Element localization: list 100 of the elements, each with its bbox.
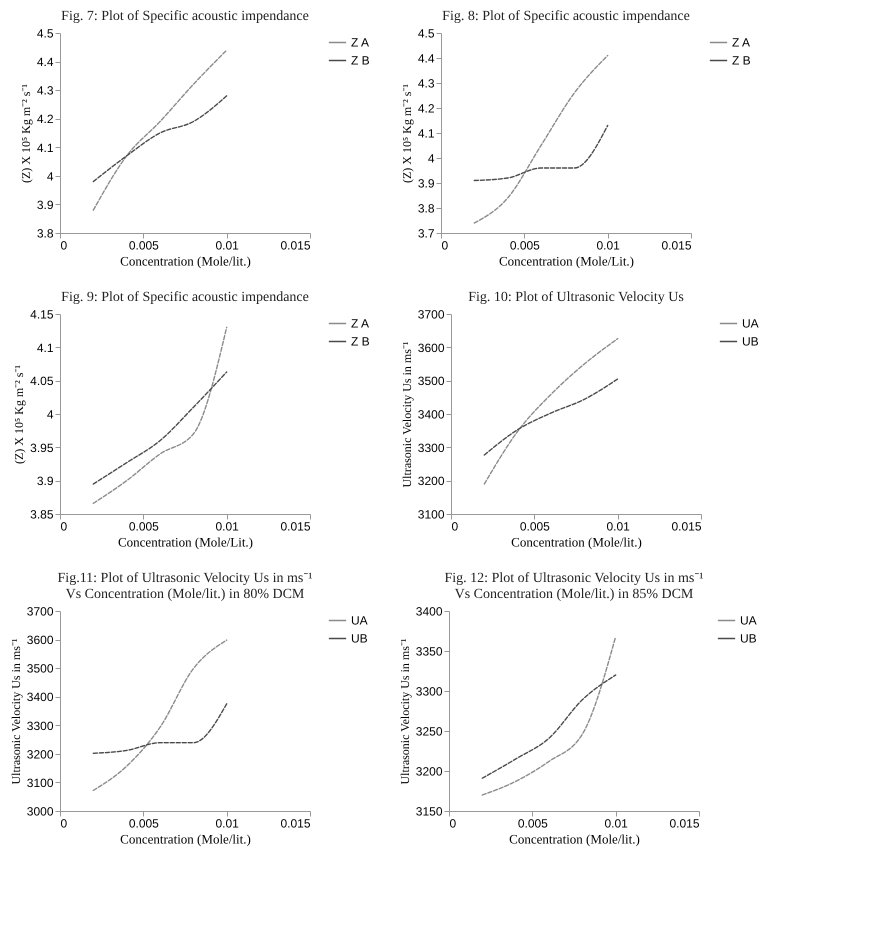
y-tick-label: 3100	[26, 776, 54, 790]
y-tick-label: 3200	[418, 474, 445, 488]
x-tick-label: 0.005	[510, 238, 540, 252]
x-tick-label: 0.015	[661, 238, 692, 252]
y-tick-label: 3.7	[418, 226, 435, 240]
x-tick-label: 0	[60, 816, 68, 830]
x-axis-title: Concentration (Mole/lit.)	[511, 534, 642, 550]
line-series	[474, 124, 608, 182]
x-tick-label: 0.01	[606, 520, 630, 534]
x-tick-label: 0	[452, 520, 458, 534]
y-tick-label: 4.5	[36, 26, 54, 40]
x-tick-label: 0.015	[280, 238, 311, 252]
chart-title: Fig. 9: Plot of Specific acoustic impendance	[61, 290, 309, 305]
line-series	[92, 326, 228, 504]
y-tick-label: 4.5	[418, 26, 435, 40]
legend-label: Z A	[351, 316, 370, 330]
y-tick-label: 3600	[418, 340, 445, 355]
line-series	[484, 378, 618, 456]
line-series	[474, 54, 608, 224]
x-tick-label: 0.015	[671, 520, 702, 534]
y-tick-label: 3400	[26, 690, 54, 704]
y-tick-label: 3.9	[418, 176, 435, 190]
legend-label: UA	[742, 316, 759, 330]
x-tick-label: 0.015	[280, 520, 311, 534]
legend-label: Z A	[732, 36, 750, 50]
x-tick-label: 0.005	[128, 816, 160, 830]
y-tick-label: 3500	[26, 662, 54, 676]
y-tick-label: 4.15	[30, 308, 54, 322]
chart-title: Fig.11: Plot of Ultrasonic Velocity Us in ms⁻¹ Vs Concentration (Mole/lit.) in 80% DCM	[58, 571, 312, 602]
y-tick-label: 3400	[418, 408, 445, 422]
y-tick-label: 4.05	[30, 374, 54, 388]
y-tick-label: 4.1	[36, 140, 54, 155]
line-series	[92, 703, 228, 754]
y-tick-label: 3700	[26, 604, 54, 618]
x-tick-label: 0.01	[215, 520, 240, 534]
y-tick-label: 3300	[26, 718, 54, 733]
y-tick-label: 3250	[416, 724, 443, 738]
x-axis-title: Concentration (Mole/Lit.)	[118, 534, 254, 550]
x-tick-label: 0.01	[596, 238, 620, 252]
line-series	[92, 49, 228, 211]
y-tick-label: 3200	[416, 764, 443, 778]
y-tick-label: 3100	[418, 508, 445, 522]
y-tick-label: 3.9	[36, 474, 54, 488]
legend-label: UB	[351, 632, 368, 646]
y-tick-label: 4	[46, 169, 54, 184]
y-tick-label: 3300	[418, 440, 445, 455]
line-series	[92, 95, 228, 182]
y-tick-label: 4.3	[36, 84, 54, 98]
line-series	[482, 674, 616, 779]
x-tick-label: 0.005	[128, 238, 160, 252]
x-tick-label: 0.01	[215, 238, 240, 252]
y-axis-title: Ultrasonic Velocity Us in ms⁻¹	[400, 341, 414, 488]
x-tick-label: 0.005	[128, 520, 160, 534]
x-tick-label: 0.015	[280, 816, 311, 830]
y-tick-label: 4.1	[418, 126, 435, 140]
y-tick-label: 3200	[26, 747, 54, 762]
y-tick-label: 4.1	[36, 340, 54, 355]
y-axis-title: Ultrasonic Velocity Us in ms⁻¹	[8, 638, 23, 785]
x-axis-title: Concentration (Mole/lit.)	[120, 254, 251, 268]
y-axis-title: (Z) X 10⁵ Kg m⁻² s⁻¹	[18, 84, 33, 184]
y-axis-title: (Z) X 10⁵ Kg m⁻² s⁻¹	[12, 364, 26, 464]
y-axis-title: (Z) X 10⁵ Kg m⁻² s⁻¹	[400, 84, 414, 184]
line-series	[482, 636, 616, 796]
legend-label: Z B	[732, 54, 751, 68]
y-tick-label: 3600	[26, 633, 54, 648]
chart-title: Fig. 8: Plot of Specific acoustic impendance	[442, 9, 690, 24]
y-tick-label: 4.3	[418, 76, 435, 90]
y-tick-label: 3350	[416, 644, 443, 658]
y-tick-label: 3300	[416, 684, 443, 698]
x-tick-label: 0	[442, 238, 448, 252]
y-tick-label: 3.8	[418, 202, 435, 216]
y-tick-label: 3150	[416, 804, 443, 818]
x-tick-label: 0	[60, 520, 68, 534]
y-tick-label: 4.4	[418, 52, 435, 66]
x-tick-label: 0	[450, 816, 456, 830]
y-tick-label: 3000	[26, 804, 54, 818]
legend-label: UA	[351, 614, 368, 628]
legend-label: UB	[742, 334, 759, 348]
line-series	[484, 338, 618, 485]
legend-label: UA	[740, 614, 757, 628]
y-axis-title: Ultrasonic Velocity Us in ms⁻¹	[398, 638, 412, 785]
legend-label: Z B	[351, 54, 370, 68]
x-tick-label: 0.01	[215, 816, 240, 830]
chart-title: Fig. 7: Plot of Specific acoustic impendance	[61, 9, 309, 24]
legend-label: Z B	[351, 334, 370, 348]
chart-title: Fig. 10: Plot of Ultrasonic Velocity Us	[468, 290, 684, 305]
y-tick-label: 3.8	[36, 226, 54, 240]
y-tick-label: 3400	[416, 604, 443, 618]
x-axis-title: Concentration (Mole/lit.)	[509, 832, 640, 846]
x-axis-title: Concentration (Mole/lit.)	[120, 832, 251, 846]
legend-label: Z A	[351, 36, 370, 50]
y-tick-label: 4	[46, 408, 54, 422]
y-tick-label: 4.2	[418, 102, 435, 116]
y-tick-label: 3700	[418, 308, 445, 322]
y-tick-label: 4.4	[36, 55, 54, 70]
line-series	[92, 371, 228, 485]
y-tick-label: 3.95	[30, 440, 54, 455]
x-tick-label: 0	[60, 238, 68, 252]
x-tick-label: 0.005	[518, 816, 548, 830]
x-tick-label: 0.015	[669, 816, 700, 830]
